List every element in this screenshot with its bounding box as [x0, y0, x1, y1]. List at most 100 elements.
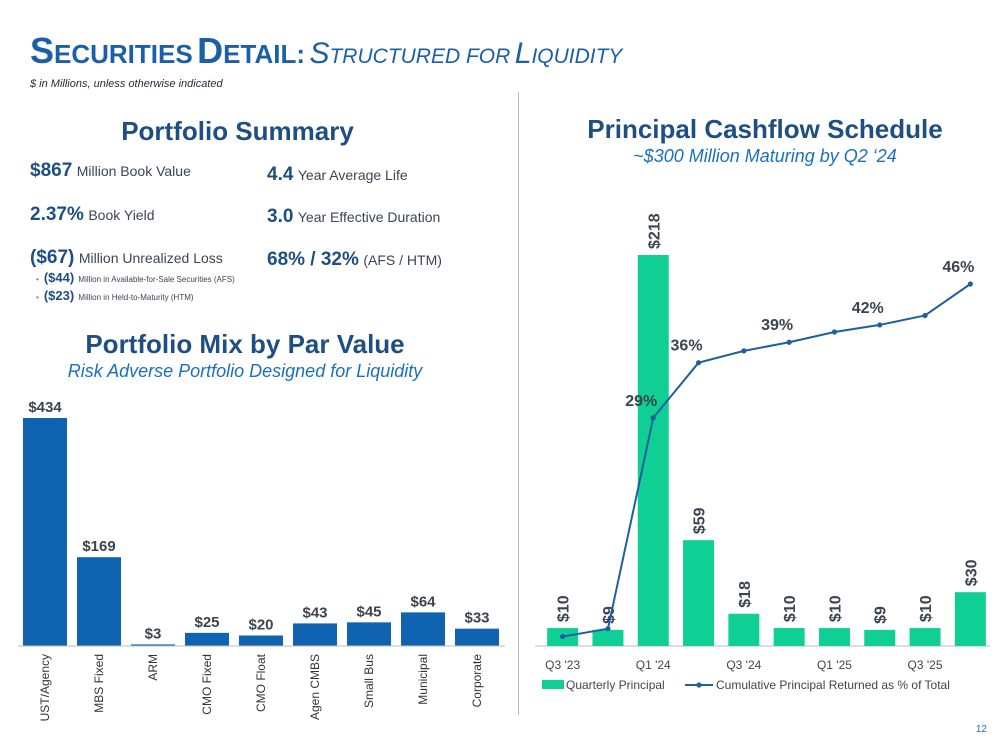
mix-title: Portfolio Mix by Par Value [85, 329, 405, 359]
metric-book-value: $867 Million Book Value [30, 160, 191, 182]
bullet-value: ($44) [43, 270, 75, 285]
metric-book-yield: 2.37% Book Yield [30, 204, 155, 226]
mix-bar-label: $33 [464, 610, 489, 627]
title-initial: S [309, 37, 330, 70]
mix-bar [293, 623, 337, 646]
mix-bar-label: $3 [145, 625, 162, 642]
mix-bar-label: $64 [410, 593, 436, 610]
cashflow-tick-label: Q3 '23 [545, 658, 580, 672]
title-word: IQUIDITY [531, 45, 623, 68]
cumulative-point-label: 42% [852, 300, 884, 317]
mix-bar-label: $45 [356, 603, 381, 620]
metric-label: (AFS / HTM) [363, 252, 442, 268]
cumulative-point [560, 633, 566, 640]
cashflow-bar-label: $30 [963, 559, 980, 586]
cashflow-bar [954, 592, 986, 646]
cashflow-bar-label: $10 [782, 595, 799, 622]
cumulative-point-label: 36% [671, 338, 703, 355]
cashflow-bar-label: $10 [556, 595, 573, 622]
title-italic-part: STRUCTURED FOR LIQUIDITY [309, 37, 622, 70]
metric-label: Million Unrealized Loss [78, 250, 223, 266]
cumulative-point [922, 312, 928, 319]
mix-bar [401, 612, 445, 646]
cumulative-point [967, 281, 973, 287]
cumulative-point [650, 415, 656, 421]
cashflow-tick-label: Q1 '25 [817, 658, 852, 672]
title-word: ETAIL: [223, 39, 305, 69]
cashflow-bar [864, 629, 896, 646]
metric-value: 3.0 [267, 206, 294, 227]
metric-label: Year Average Life [297, 167, 408, 183]
legend-line-label: Cumulative Principal Returned as % of To… [716, 678, 950, 692]
legend-bar-label: Quarterly Principal [566, 678, 665, 692]
bullet-htm: • ($23) Million in Held-to-Maturity (HTM) [36, 288, 194, 303]
page-title: SECURITIES DETAIL: STRUCTURED FOR LIQUID… [30, 30, 622, 72]
bullet-value: ($23) [43, 288, 75, 303]
cashflow-tick-label: Q3 '24 [726, 658, 761, 672]
cumulative-point-label: 39% [761, 317, 793, 334]
mix-bar [185, 632, 229, 646]
metric-value: ($67) [30, 247, 75, 268]
cumulative-line [562, 283, 971, 638]
cashflow-bar-label: $9 [873, 606, 890, 624]
mix-bar-label: $434 [28, 399, 62, 416]
cashflow-bar [818, 628, 850, 646]
title-initial: S [30, 30, 55, 71]
mix-category-label: ARM [146, 654, 160, 681]
cashflow-bar-label: $10 [827, 595, 844, 622]
cumulative-point [605, 626, 611, 632]
mix-category-label: CMO Fixed [200, 654, 214, 715]
legend-line-marker [696, 682, 702, 688]
cashflow-chart: $10 $9 $218 $59 $18 $10 $10 $9 $10 $30 29% 36% 39% 42… [535, 213, 990, 692]
mix-bar [347, 622, 391, 646]
mix-subtitle: Risk Adverse Portfolio Designed for Liqu… [67, 361, 423, 381]
mix-bar [239, 635, 283, 646]
column-divider [518, 92, 519, 715]
cashflow-tick-label: Q1 '24 [636, 658, 671, 672]
mix-bar-label: $43 [302, 604, 327, 621]
bullet-label: Million in Available-for-Sale Securities… [78, 275, 235, 284]
cashflow-tick-label: Q3 '25 [908, 658, 943, 672]
metric-afs-htm-split: 68% / 32% (AFS / HTM) [267, 249, 442, 271]
mix-category-label: Agen CMBS [308, 654, 322, 720]
cumulative-point-label: 29% [625, 393, 657, 410]
title-word: TRUCTURED FOR [329, 45, 511, 68]
cashflow-bar [909, 628, 941, 646]
metric-value: 68% / 32% [267, 249, 359, 270]
metric-average-life: 4.4 Year Average Life [267, 164, 408, 186]
title-initial: L [514, 37, 532, 70]
cashflow-bar-label: $9 [601, 606, 618, 624]
bullet-label: Million in Held-to-Maturity (HTM) [78, 293, 194, 302]
cashflow-bar-label: $218 [646, 213, 663, 249]
mix-bar [131, 644, 175, 646]
mix-bar-label: $25 [194, 614, 219, 631]
mix-category-label: Corporate [470, 654, 484, 708]
mix-category-label: MBS Fixed [92, 654, 106, 713]
page-number: 12 [975, 724, 987, 735]
cumulative-point [877, 322, 883, 328]
mix-bar-label: $169 [82, 538, 115, 555]
cumulative-point [786, 339, 792, 345]
page-subtitle: $ in Millions, unless otherwise indicate… [30, 78, 223, 90]
bullet-dot-icon: • [36, 293, 39, 302]
metric-unrealized-loss: ($67) Million Unrealized Loss [30, 247, 223, 269]
mix-bar-label: $20 [248, 616, 273, 633]
cumulative-point-label: 46% [942, 259, 974, 276]
portfolio-mix-chart: $434 UST/Agency $169 MBS Fixed $3 ARM $25 CMO F… [18, 399, 505, 721]
metric-label: Book Yield [88, 207, 155, 223]
cashflow-bar [637, 255, 669, 646]
cumulative-point [831, 329, 838, 335]
mix-category-label: CMO Float [254, 653, 268, 712]
mix-bar [77, 557, 121, 646]
metric-value: 4.4 [267, 164, 294, 185]
cashflow-bar-label: $18 [737, 581, 754, 608]
mix-bar [23, 418, 67, 646]
cumulative-point [741, 348, 747, 354]
cashflow-bar [683, 540, 715, 646]
bullet-dot-icon: • [36, 275, 39, 284]
legend-bar-swatch [542, 680, 564, 689]
title-initial: D [197, 30, 224, 71]
title-word: ECURITIES [54, 39, 193, 69]
cashflow-title: Principal Cashflow Schedule [587, 114, 943, 144]
bullet-afs: • ($44) Million in Available-for-Sale Sec… [36, 270, 235, 285]
